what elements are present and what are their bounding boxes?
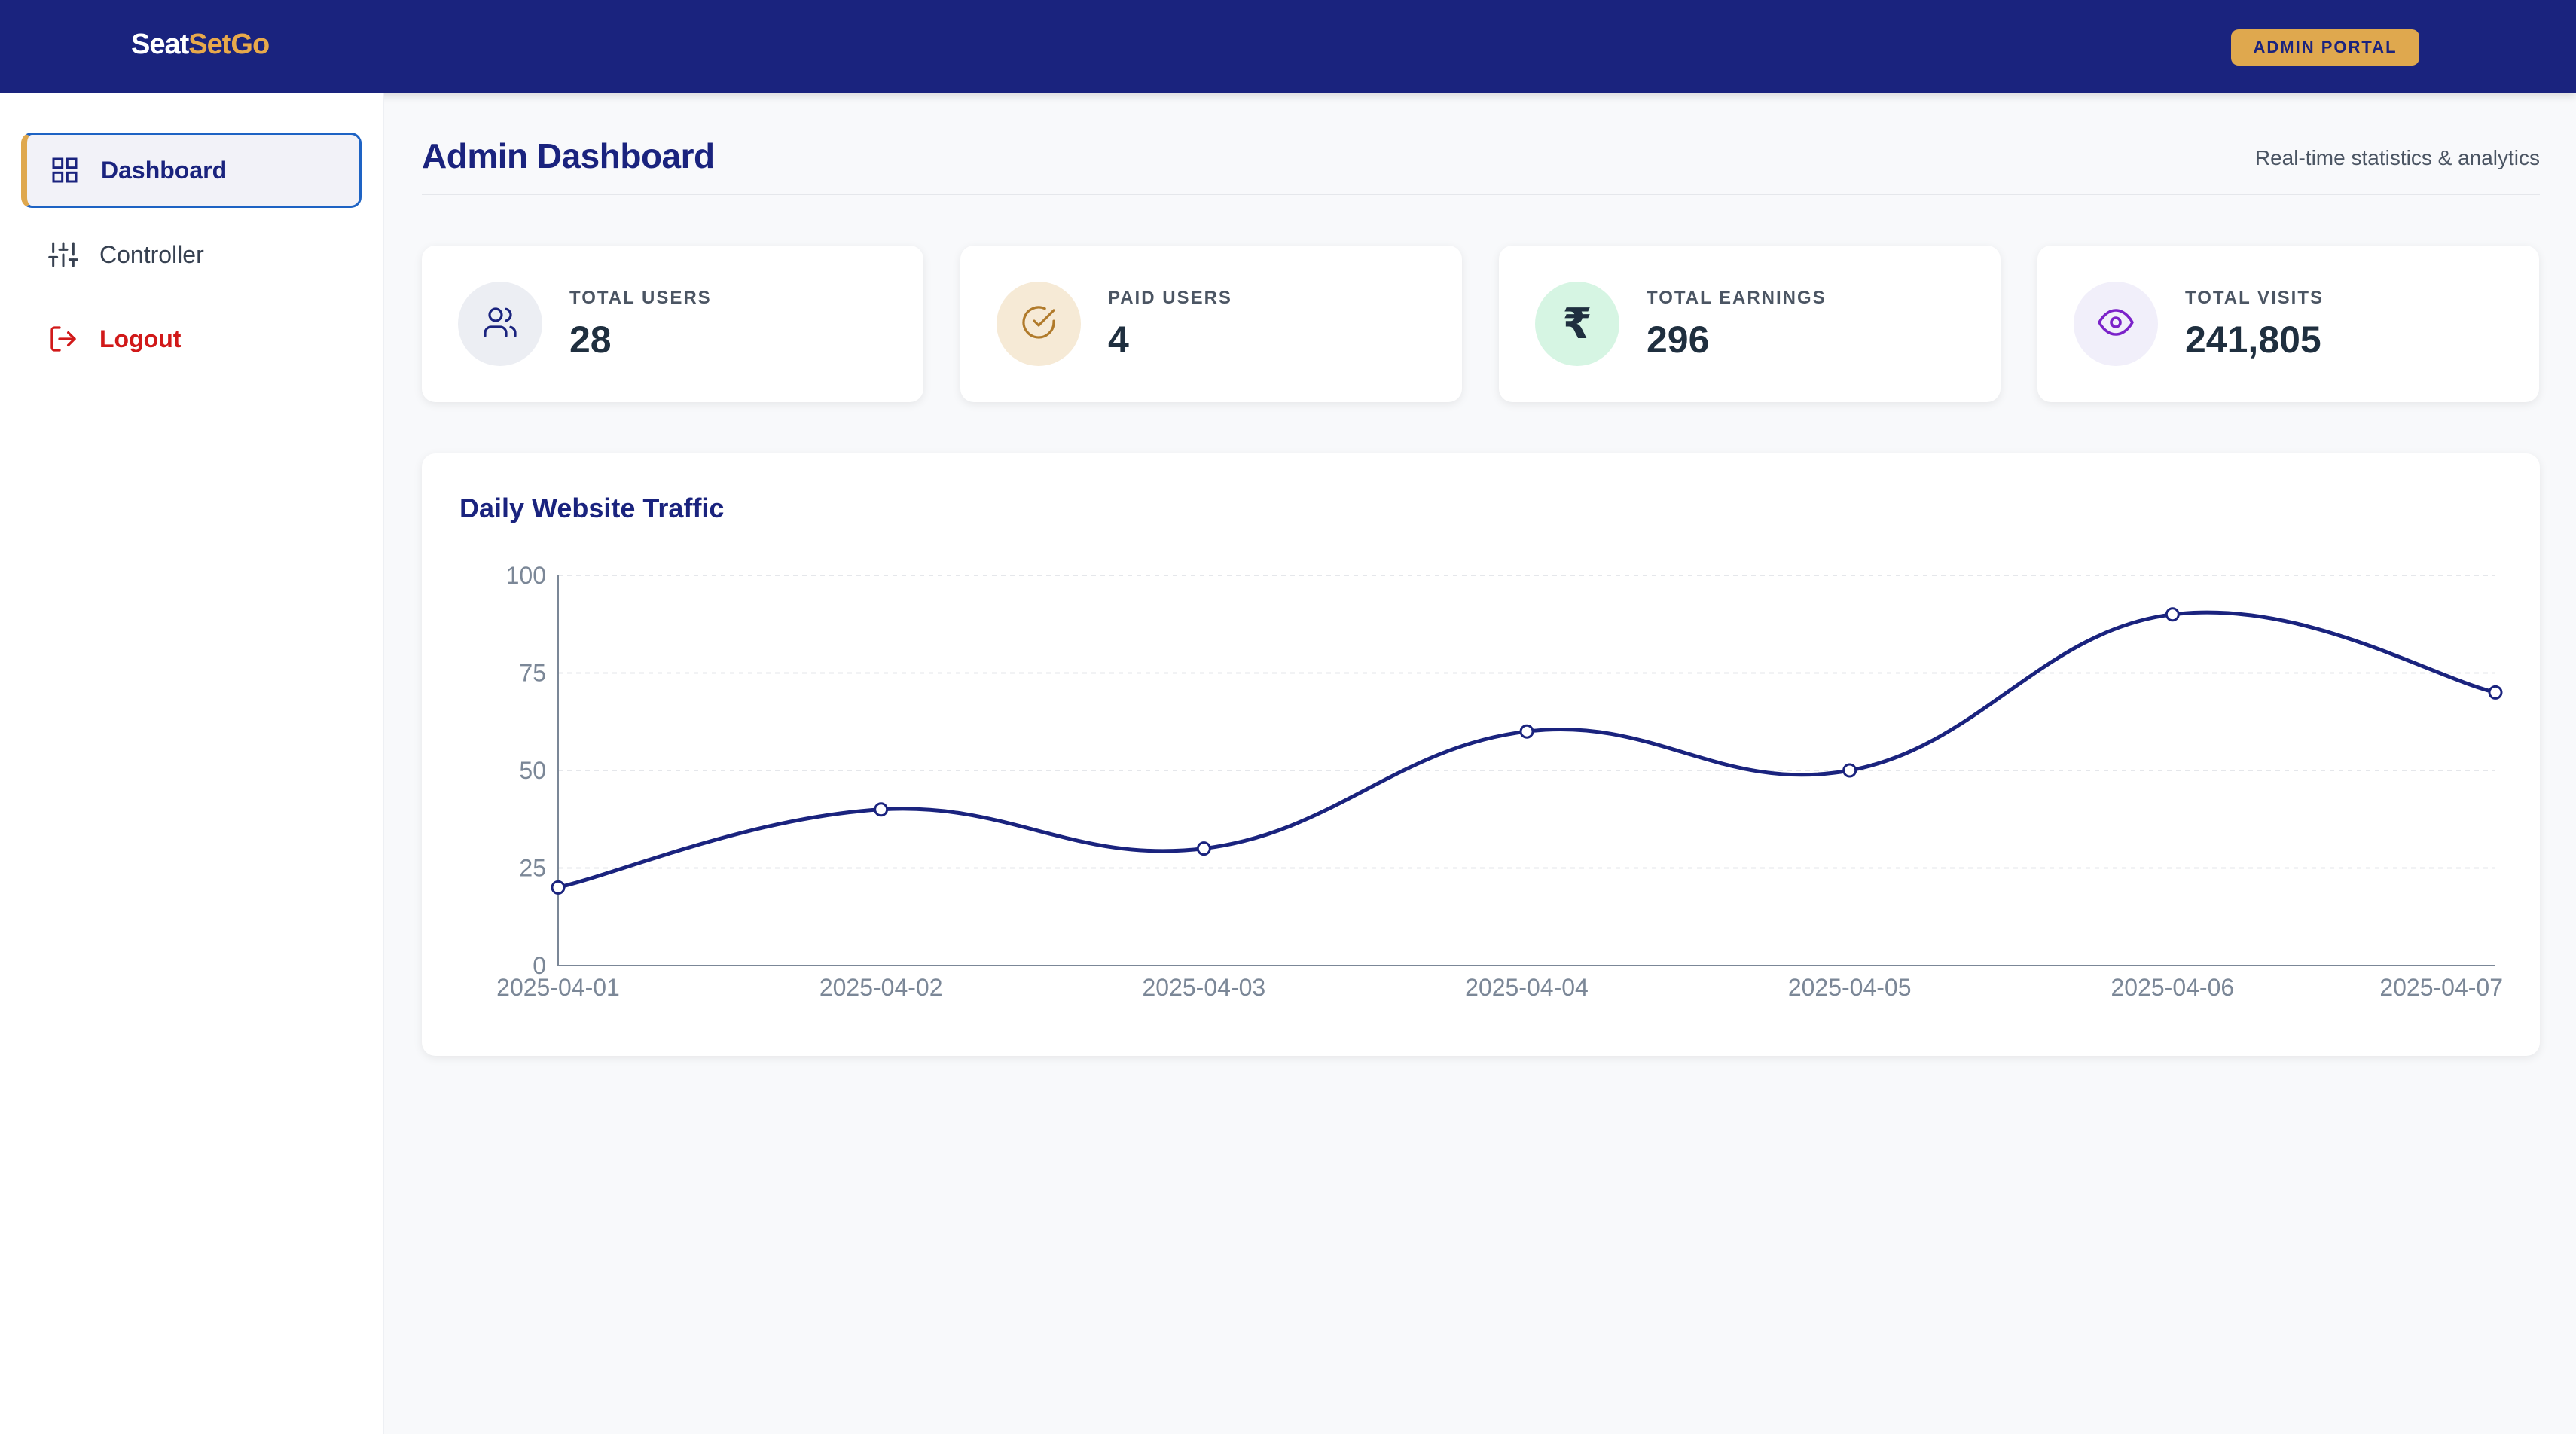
admin-portal-badge: ADMIN PORTAL <box>2231 29 2419 66</box>
logout-icon <box>48 324 78 354</box>
sidebar-item-controller[interactable]: Controller <box>21 217 362 292</box>
stat-card-total-earnings: ₹ TOTAL EARNINGS 296 <box>1499 246 2001 402</box>
data-point <box>551 880 566 895</box>
rupee-icon: ₹ <box>1562 300 1592 347</box>
y-tick-label: 100 <box>506 562 546 589</box>
stat-card-total-users: TOTAL USERS 28 <box>422 246 923 402</box>
brand-name-part2: SetGo <box>188 29 270 60</box>
x-tick-label: 2025-04-02 <box>819 974 943 1001</box>
y-tick-label: 25 <box>519 855 546 882</box>
series-line <box>557 610 2496 889</box>
stat-card-paid-users: PAID USERS 4 <box>960 246 1462 402</box>
x-tick-label: 2025-04-04 <box>1465 974 1589 1001</box>
stat-label: TOTAL EARNINGS <box>1647 288 1827 308</box>
stat-value: 296 <box>1647 319 1710 361</box>
traffic-line-chart: 0 25 50 75 100 2025-04-01 2025-04-02 2025-04-03… <box>496 562 2503 1001</box>
x-tick-label: 2025-04-03 <box>1142 974 1265 1001</box>
stat-icon-circle <box>458 282 542 366</box>
brand-name-part1: Seat <box>131 29 189 60</box>
sidebar-item-logout[interactable]: Logout <box>21 301 362 377</box>
top-bar: SeatSetGo ADMIN PORTAL <box>0 0 2576 93</box>
grid-icon <box>50 155 80 185</box>
data-point <box>1196 841 1211 856</box>
x-tick-label: 2025-04-05 <box>1788 974 1912 1001</box>
eye-icon <box>2098 304 2134 344</box>
y-tick-label: 75 <box>519 660 546 687</box>
chart-title: Daily Website Traffic <box>459 493 725 523</box>
stat-label: TOTAL VISITS <box>2185 288 2324 308</box>
sidebar-item-label: Logout <box>99 325 182 352</box>
sidebar-item-label: Dashboard <box>101 156 227 184</box>
sidebar-item-label: Controller <box>99 240 204 268</box>
data-point <box>1842 763 1857 778</box>
stat-icon-circle <box>997 282 1081 366</box>
stat-icon-circle <box>2074 282 2158 366</box>
traffic-chart-card: Daily Website Traffic 0 25 50 75 100 2025-04-… <box>422 453 2540 1056</box>
stat-card-total-visits: TOTAL VISITS 241,805 <box>2037 246 2539 402</box>
x-tick-label: 2025-04-07 <box>2379 974 2503 1001</box>
users-icon <box>482 304 518 344</box>
data-point <box>874 802 889 817</box>
page-subtitle: Real-time statistics & analytics <box>2254 146 2540 169</box>
stat-label: PAID USERS <box>1108 288 1232 308</box>
stat-value: 4 <box>1108 319 1129 361</box>
stat-label: TOTAL USERS <box>569 288 712 308</box>
x-tick-label: 2025-04-06 <box>2111 974 2234 1001</box>
sliders-icon <box>48 240 78 270</box>
data-point <box>2165 607 2180 622</box>
stat-value: 241,805 <box>2185 319 2321 361</box>
data-point <box>2488 685 2503 700</box>
data-point <box>1519 724 1534 739</box>
title-divider <box>422 194 2540 195</box>
y-tick-label: 50 <box>519 757 546 784</box>
page-title: Admin Dashboard <box>422 136 715 175</box>
stat-value: 28 <box>569 319 612 361</box>
sidebar: Dashboard Controller Logout <box>0 93 384 1434</box>
x-tick-label: 2025-04-01 <box>496 974 620 1001</box>
stat-icon-circle: ₹ <box>1535 282 1619 366</box>
check-circle-icon <box>1021 304 1057 344</box>
sidebar-item-dashboard[interactable]: Dashboard <box>21 133 362 208</box>
y-tick-label: 0 <box>533 952 546 979</box>
brand-logo[interactable]: SeatSetGo <box>131 29 270 61</box>
